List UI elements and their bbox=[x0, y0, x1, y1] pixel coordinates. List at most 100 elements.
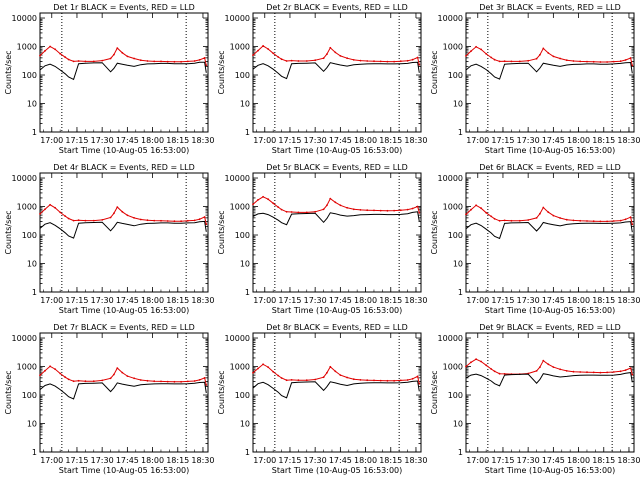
lld-point bbox=[359, 59, 362, 62]
x-tick-label: 18:30 bbox=[404, 136, 427, 145]
lld-point bbox=[498, 219, 501, 222]
y-tick-label: 1 bbox=[245, 288, 250, 297]
lld-point bbox=[305, 60, 308, 62]
x-tick-label: 18:15 bbox=[379, 296, 402, 305]
lld-point bbox=[322, 208, 325, 211]
lld-series-line bbox=[465, 358, 633, 375]
chart-title: Det 2r BLACK = Events, RED = LLD bbox=[266, 3, 408, 12]
x-tick-label: 17:45 bbox=[542, 456, 565, 465]
x-tick-label: 18:15 bbox=[592, 136, 615, 145]
lld-point bbox=[619, 370, 622, 373]
lld-point bbox=[139, 379, 142, 381]
plot-frame bbox=[39, 172, 209, 293]
lld-point bbox=[203, 377, 206, 379]
y-tick-label: 1 bbox=[458, 128, 463, 137]
lld-series-line bbox=[39, 365, 207, 386]
lld-point bbox=[116, 47, 119, 49]
lld-point bbox=[121, 51, 124, 54]
lld-point bbox=[64, 376, 67, 379]
lld-point bbox=[599, 61, 602, 63]
x-tick-label: 18:00 bbox=[567, 136, 590, 145]
lld-point bbox=[586, 60, 588, 63]
lld-point bbox=[579, 60, 582, 63]
x-tick-label: 17:30 bbox=[304, 296, 327, 305]
lld-point bbox=[518, 60, 521, 63]
x-tick-label: 18:30 bbox=[404, 456, 427, 465]
plot-frame bbox=[39, 332, 209, 453]
lld-point bbox=[133, 217, 136, 219]
lld-point bbox=[599, 371, 602, 374]
lld-point bbox=[290, 59, 293, 62]
x-tick-label: 17:30 bbox=[91, 456, 114, 465]
chart-svg: Det 5r BLACK = Events, RED = LLD 1 10 100 10… bbox=[217, 163, 427, 315]
lld-point bbox=[198, 59, 201, 61]
x-tick-label: 17:30 bbox=[304, 136, 327, 145]
lld-point bbox=[334, 201, 337, 204]
lld-point bbox=[262, 195, 264, 198]
lld-point bbox=[133, 57, 136, 60]
lld-point bbox=[257, 49, 259, 52]
chart-title: Det 6r BLACK = Events, RED = LLD bbox=[479, 163, 621, 172]
y-tick-label: 10000 bbox=[225, 334, 250, 343]
lld-point bbox=[416, 56, 419, 59]
lld-point bbox=[267, 198, 269, 201]
lld-point bbox=[565, 218, 568, 221]
x-tick-label: 17:45 bbox=[542, 296, 565, 305]
events-series-line bbox=[465, 372, 633, 387]
lld-point bbox=[326, 204, 328, 207]
lld-point bbox=[386, 60, 389, 63]
plot-frame bbox=[252, 172, 422, 293]
y-tick-label: 10 bbox=[240, 100, 250, 109]
lld-point bbox=[373, 379, 375, 382]
lld-point bbox=[416, 375, 419, 378]
x-tick-label: 17:00 bbox=[40, 456, 63, 465]
lld-point bbox=[322, 57, 325, 60]
lld-point bbox=[493, 370, 496, 373]
events-series-line bbox=[465, 221, 633, 240]
x-tick-label: 18:30 bbox=[617, 296, 640, 305]
y-tick-label: 1 bbox=[458, 288, 463, 297]
lld-point bbox=[559, 217, 561, 219]
x-tick-label: 17:00 bbox=[466, 456, 489, 465]
lld-point bbox=[399, 60, 402, 63]
lld-point bbox=[59, 211, 62, 214]
lld-point bbox=[346, 376, 348, 379]
x-tick-label: 17:15 bbox=[491, 136, 514, 145]
y-tick-label: 1 bbox=[245, 128, 250, 137]
lld-point bbox=[359, 209, 362, 211]
lld-point bbox=[393, 209, 395, 212]
lld-point bbox=[624, 218, 627, 221]
y-axis-label: Counts/sec bbox=[430, 210, 439, 254]
lld-point bbox=[393, 379, 395, 382]
lld-point bbox=[160, 219, 162, 222]
chart-svg: Det 1r BLACK = Events, RED = LLD 1 10 100 10… bbox=[4, 3, 214, 155]
lld-point bbox=[285, 379, 288, 382]
lld-point bbox=[146, 60, 149, 62]
lld-point bbox=[54, 206, 56, 209]
lld-point bbox=[418, 63, 421, 66]
lld-point bbox=[379, 379, 382, 382]
x-tick-label: 17:00 bbox=[40, 296, 63, 305]
lld-point bbox=[109, 377, 112, 380]
lld-point bbox=[49, 45, 51, 48]
lld-point bbox=[139, 59, 142, 62]
lld-point bbox=[166, 380, 169, 383]
y-tick-label: 10 bbox=[240, 260, 250, 269]
y-tick-label: 100 bbox=[448, 391, 463, 400]
lld-point bbox=[485, 364, 488, 367]
lld-point bbox=[586, 220, 588, 222]
lld-point bbox=[379, 60, 382, 63]
lld-point bbox=[547, 211, 550, 214]
lld-point bbox=[126, 55, 129, 58]
lld-point bbox=[305, 211, 308, 214]
lld-point bbox=[64, 56, 67, 59]
lld-point bbox=[612, 60, 615, 63]
lld-point bbox=[411, 207, 414, 210]
y-axis-label: Counts/sec bbox=[4, 370, 13, 414]
x-tick-label: 17:15 bbox=[491, 456, 514, 465]
lld-point bbox=[411, 58, 414, 61]
chart-title: Det 1r BLACK = Events, RED = LLD bbox=[53, 3, 195, 12]
lld-point bbox=[257, 199, 259, 201]
x-tick-label: 18:00 bbox=[141, 456, 164, 465]
lld-point bbox=[77, 60, 80, 62]
